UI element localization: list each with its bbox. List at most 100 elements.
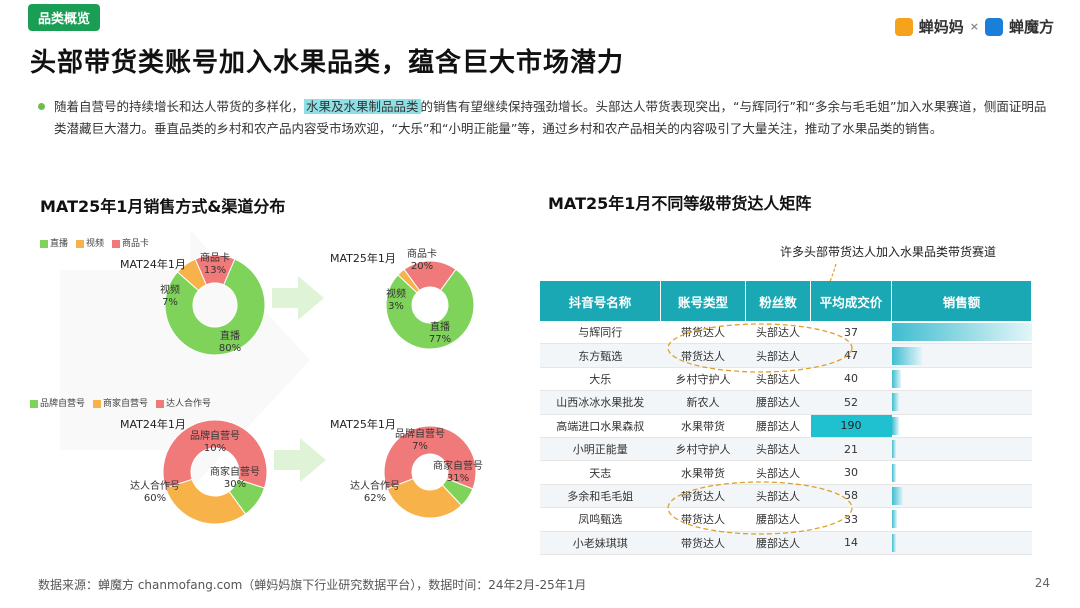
table-cell: 多余和毛毛姐	[540, 484, 661, 509]
table-cell: 与辉同行	[540, 321, 661, 345]
table-cell: 乡村守护人	[660, 367, 746, 392]
pie-data-label: 10%	[204, 443, 226, 454]
table-cell: 腰部达人	[745, 531, 811, 555]
table-row: 高端进口水果森叔 水果带货 腰部达人 190	[540, 414, 1032, 438]
table-row: 大乐 乡村守护人 头部达人 40	[540, 367, 1032, 392]
brand-left: 蝉妈妈	[918, 18, 964, 36]
table-cell: 头部达人	[745, 321, 811, 345]
sales-bar	[891, 463, 896, 482]
table-column-header: 抖音号名称	[540, 281, 661, 321]
summary-highlight: 水果及水果制品品类	[304, 99, 421, 114]
sales-bar-cell	[891, 484, 1032, 509]
pie-slice	[162, 419, 268, 489]
legend-item: 直播	[40, 236, 68, 249]
pie-data-label: 达人合作号	[350, 479, 400, 492]
table-row: 山西冰冰水果批发 新农人 腰部达人 52	[540, 390, 1032, 415]
table-cell: 腰部达人	[745, 414, 811, 438]
table-cell: 40	[810, 367, 892, 392]
arrow-icon	[274, 438, 326, 482]
legend-swatch	[93, 399, 102, 408]
arrow-icon	[272, 276, 324, 320]
pie-slice	[386, 477, 463, 519]
pie-data-label: 80%	[219, 343, 241, 354]
brand-separator: ×	[969, 20, 979, 33]
table-row: 多余和毛毛姐 带货达人 头部达人 58	[540, 484, 1032, 509]
legend-label: 品牌自营号	[40, 399, 86, 409]
table-cell: 14	[810, 531, 892, 555]
table-cell: 水果带货	[660, 414, 746, 438]
table-cell: 新农人	[660, 390, 746, 415]
sales-bar-cell	[891, 367, 1032, 392]
pie-slice	[397, 268, 421, 294]
legend-swatch	[156, 399, 165, 408]
sales-bar	[891, 486, 903, 505]
pie-data-label: 20%	[411, 261, 433, 272]
data-source-footer: 数据来源：蝉魔方 chanmofang.com（蝉妈妈旗下行业研究数据平台），数…	[38, 578, 587, 592]
sales-bar	[891, 416, 899, 435]
left-section-title: MAT25年1月销售方式&渠道分布	[40, 197, 286, 216]
legend-item: 商家自营号	[93, 396, 148, 409]
sales-bar-cell	[891, 390, 1032, 415]
pie-data-label: 7%	[162, 297, 178, 308]
table-cell: 带货达人	[660, 531, 746, 555]
table-cell: 30	[810, 460, 892, 485]
table-cell: 大乐	[540, 367, 661, 392]
page-number: 24	[1034, 576, 1050, 590]
sales-bar-cell	[891, 343, 1032, 368]
pie-title: MAT25年1月	[330, 417, 396, 431]
sales-bar	[891, 346, 923, 365]
table-cell: 腰部达人	[745, 390, 811, 415]
table-cell: 天志	[540, 460, 661, 485]
donut-charts: MAT24年1月直播80%视频7%商品卡13%MAT25年1月直播77%视频3%…	[120, 247, 483, 525]
pie-data-label: 视频	[386, 287, 406, 300]
highlight-ovals	[667, 323, 853, 535]
pie-data-label: 31%	[447, 473, 469, 484]
legend-label: 商品卡	[122, 239, 150, 249]
pie-data-label: 品牌自营号	[190, 429, 240, 442]
legend-label: 达人合作号	[166, 399, 212, 409]
sales-bar	[891, 440, 896, 459]
legend-item: 视频	[76, 236, 104, 249]
pie-data-label: 3%	[388, 301, 404, 312]
legend-item: 品牌自营号	[30, 396, 85, 409]
table-cell: 头部达人	[745, 484, 811, 509]
table-row: 天志 水果带货 头部达人 30	[540, 460, 1032, 485]
table-cell: 37	[810, 321, 892, 345]
table-column-header: 粉丝数	[745, 281, 811, 321]
summary-part2: 的销售有望继续保持强劲增长。头部达人带货表现突出，“与辉同行”和“多余与毛毛姐”…	[54, 99, 1047, 136]
influencer-matrix-table: 抖音号名称 账号类型 粉丝数 平均成交价 销售额 与辉同行 带货达人 头部达人 37 东方甄选带…	[540, 281, 1032, 555]
table-cell: 190	[810, 414, 892, 438]
table-cell: 33	[810, 507, 892, 532]
table-column-header: 销售额	[891, 281, 1032, 321]
table-cell: 头部达人	[745, 437, 811, 462]
table-cell: 头部达人	[745, 460, 811, 485]
table-cell: 凤鸣甄选	[540, 507, 661, 532]
pie-data-label: 7%	[412, 441, 428, 452]
summary-paragraph: 随着自营号的持续增长和达人带货的多样化， 水果及水果制品品类 的销售有望继续保持强劲…	[54, 96, 1054, 140]
pie-data-label: 直播	[220, 329, 240, 342]
table-cell: 头部达人	[745, 367, 811, 392]
pie-data-label: 品牌自营号	[395, 427, 445, 440]
legend-swatch	[112, 239, 121, 248]
table-cell: 52	[810, 390, 892, 415]
table-cell: 山西冰冰水果批发	[540, 390, 661, 415]
legend-channel: 品牌自营号 商家自营号 达人合作号	[30, 396, 211, 409]
legend-item: 达人合作号	[156, 396, 211, 409]
pie-title: MAT25年1月	[330, 251, 396, 265]
table-cell: 腰部达人	[745, 507, 811, 532]
sales-bar-cell	[891, 437, 1032, 462]
legend-label: 直播	[50, 239, 69, 249]
brand-logo: 蝉妈妈 × 蝉魔方	[894, 16, 1054, 37]
table-cell: 带货达人	[660, 321, 746, 345]
pie-data-label: 62%	[364, 493, 386, 504]
sales-bar	[891, 323, 1032, 342]
legend-label: 商家自营号	[103, 399, 149, 409]
sales-bar-cell	[891, 321, 1032, 345]
legend-swatch	[76, 239, 85, 248]
summary-part1: 随着自营号的持续增长和达人带货的多样化，	[54, 99, 305, 114]
table-row: 小老妹琪琪 带货达人 腰部达人 14	[540, 531, 1032, 555]
table-cell: 小明正能量	[540, 437, 661, 462]
pie-data-label: 商品卡	[200, 251, 230, 264]
table-row: 东方甄选 带货达人 头部达人 47	[540, 343, 1032, 368]
table-column-header: 平均成交价	[810, 281, 892, 321]
